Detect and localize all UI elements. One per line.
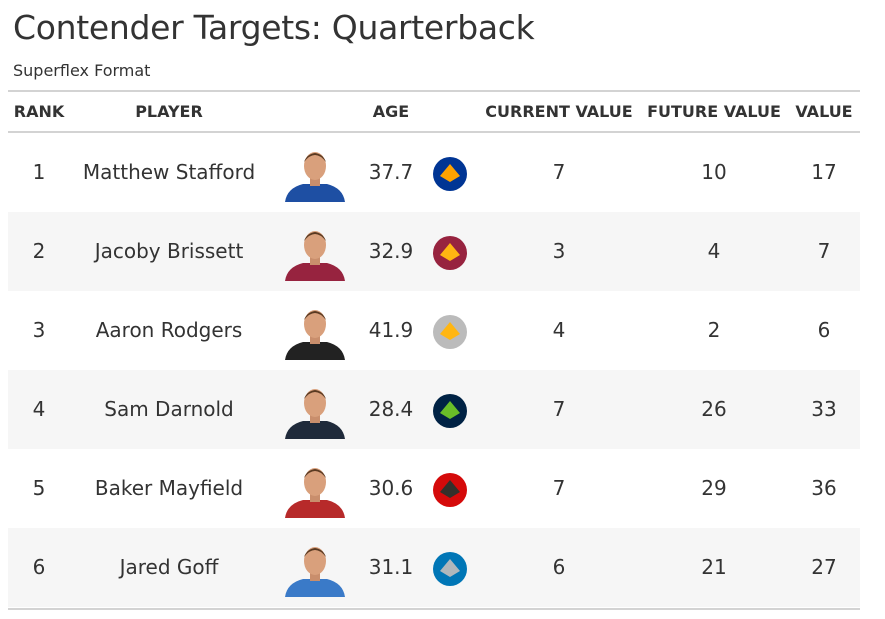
value: 33 [811, 397, 837, 421]
player-name: Jared Goff [119, 555, 219, 579]
age: 37.7 [368, 160, 414, 184]
table-row: 4 Sam Darnold 28.4 7 26 33 [8, 370, 860, 449]
table-row: 6 Jared Goff 31.1 6 21 27 [8, 528, 860, 607]
column-header: RANK [13, 102, 65, 121]
age: 41.9 [368, 318, 414, 342]
value: 17 [811, 160, 837, 184]
rank: 5 [32, 476, 46, 500]
player-headshot [285, 231, 345, 281]
team-logo [433, 315, 467, 349]
current-value: 7 [552, 160, 566, 184]
value: 27 [811, 555, 837, 579]
player-headshot [285, 310, 345, 360]
player-headshot [285, 389, 345, 439]
age: 32.9 [368, 239, 414, 263]
future-value: 26 [701, 397, 727, 421]
player-headshot [285, 152, 345, 202]
player-headshot [285, 468, 345, 518]
column-header: PLAYER [135, 102, 203, 121]
future-value: 29 [701, 476, 727, 500]
current-value: 3 [552, 239, 566, 263]
age: 30.6 [368, 476, 414, 500]
table-header: RANK PLAYER AGE CURRENT VALUE FUTURE VALUE VA… [8, 92, 860, 133]
rank: 2 [32, 239, 46, 263]
title: Contender Targets: Quarterback [13, 8, 535, 47]
player-name: Sam Darnold [104, 397, 234, 421]
team-logo [433, 394, 467, 428]
rank: 4 [32, 397, 46, 421]
team-logo [433, 473, 467, 507]
table-row: 2 Jacoby Brissett 32.9 3 4 7 [8, 212, 860, 291]
column-header: FUTURE VALUE [647, 102, 781, 121]
subtitle: Superflex Format [13, 61, 151, 80]
age: 28.4 [368, 397, 414, 421]
current-value: 6 [552, 555, 566, 579]
player-name: Aaron Rodgers [95, 318, 243, 342]
player-name: Jacoby Brissett [94, 239, 244, 263]
team-logo [433, 236, 467, 270]
player-headshot [285, 547, 345, 597]
value: 36 [811, 476, 837, 500]
future-value: 10 [701, 160, 727, 184]
value: 7 [817, 239, 831, 263]
column-header: AGE [372, 102, 410, 121]
value: 6 [817, 318, 831, 342]
player-name: Matthew Stafford [82, 160, 256, 184]
table-row: 3 Aaron Rodgers 41.9 4 2 6 [8, 291, 860, 370]
table-row: 5 Baker Mayfield 30.6 7 29 36 [8, 449, 860, 528]
table: RANK PLAYER AGE CURRENT VALUE FUTURE VALUE VA… [8, 90, 860, 610]
future-value: 2 [707, 318, 721, 342]
column-header: CURRENT VALUE [485, 102, 633, 121]
column-header: VALUE [795, 102, 853, 121]
future-value: 21 [701, 555, 727, 579]
rank: 6 [32, 555, 46, 579]
future-value: 4 [707, 239, 721, 263]
team-logo [433, 157, 467, 191]
current-value: 7 [552, 397, 566, 421]
current-value: 4 [552, 318, 566, 342]
current-value: 7 [552, 476, 566, 500]
rank: 1 [32, 160, 46, 184]
rank: 3 [32, 318, 46, 342]
age: 31.1 [368, 555, 414, 579]
table-row: 1 Matthew Stafford 37.7 7 10 17 [8, 133, 860, 212]
team-logo [433, 552, 467, 586]
player-name: Baker Mayfield [94, 476, 244, 500]
